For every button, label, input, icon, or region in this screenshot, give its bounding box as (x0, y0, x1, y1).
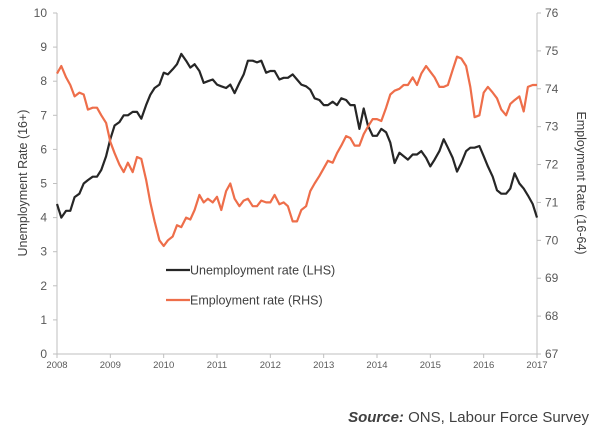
legend-label: Unemployment rate (LHS) (190, 264, 335, 278)
left-axis-ticks: 0 1 2 3 4 5 6 7 8 9 10 (34, 6, 57, 361)
right-tick-label: 73 (545, 120, 559, 134)
x-tick-label: 2011 (207, 360, 227, 371)
left-axis-title: Unemployment Rate (16+) (16, 110, 30, 257)
right-tick-label: 70 (545, 233, 559, 247)
left-tick-label: 2 (40, 279, 47, 293)
x-tick-label: 2017 (526, 360, 547, 371)
right-tick-label: 72 (545, 158, 559, 172)
right-tick-label: 69 (545, 271, 559, 285)
source-text: ONS, Labour Force Survey (403, 409, 589, 426)
legend-label: Employment rate (RHS) (190, 294, 323, 308)
right-axis-title: Employment Rate (16-64) (574, 111, 588, 254)
left-tick-label: 4 (40, 211, 47, 225)
right-tick-label: 67 (545, 347, 559, 361)
x-tick-label: 2014 (366, 360, 387, 371)
left-tick-label: 1 (40, 313, 47, 327)
left-tick-label: 7 (40, 108, 47, 122)
employment-series-line (56, 55, 537, 248)
x-tick-label: 2008 (46, 360, 67, 371)
x-tick-label: 2015 (420, 360, 441, 371)
left-tick-label: 0 (40, 347, 47, 361)
x-tick-label: 2016 (473, 360, 494, 371)
left-tick-label: 9 (40, 40, 47, 54)
right-tick-label: 74 (545, 82, 559, 96)
left-tick-label: 6 (40, 142, 47, 156)
source-label: Source: (348, 409, 404, 426)
right-tick-label: 71 (545, 195, 559, 209)
x-tick-label: 2012 (260, 360, 281, 371)
x-tick-label: 2013 (313, 360, 334, 371)
right-tick-label: 75 (545, 44, 559, 58)
chart-series (55, 52, 539, 248)
right-axis-ticks: 67 68 69 70 71 72 73 74 75 76 (537, 6, 559, 361)
unemployment-series-line (55, 52, 539, 219)
left-tick-label: 5 (40, 177, 47, 191)
right-tick-label: 68 (545, 309, 559, 323)
x-tick-label: 2009 (100, 360, 121, 371)
right-tick-label: 76 (545, 6, 559, 20)
x-axis-ticks: 2008 2009 2010 2011 2012 2013 2014 2015 2016 2017 (46, 354, 548, 371)
left-tick-label: 10 (34, 6, 48, 20)
source-note: Source: ONS, Labour Force Survey (348, 409, 589, 426)
x-tick-label: 2010 (153, 360, 174, 371)
left-tick-label: 3 (40, 245, 47, 259)
chart-legend: Unemployment rate (LHS) Employment rate (… (166, 264, 335, 308)
left-tick-label: 8 (40, 74, 47, 88)
